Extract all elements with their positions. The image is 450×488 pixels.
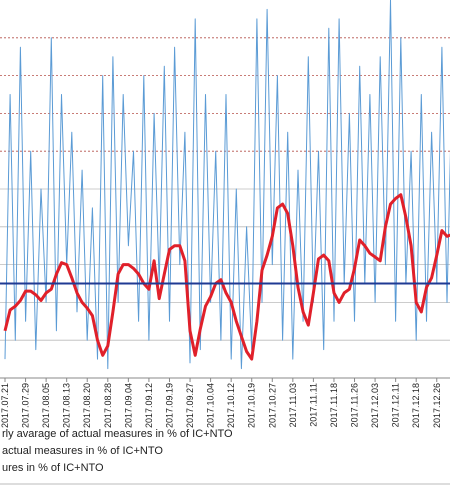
x-tick-label: 2017.07.29 xyxy=(21,383,31,428)
series-line xyxy=(4,0,450,370)
x-tick-label: 2017.07.21 xyxy=(0,383,10,428)
x-tick-label: 2017.12.03 xyxy=(370,383,380,428)
x-tick-label: 2017.08.20 xyxy=(82,383,92,428)
legend: rly avarage of actual measures in % of I… xyxy=(2,428,233,474)
plot xyxy=(0,0,450,370)
x-tick-label: 2017.12.11 xyxy=(391,383,401,427)
x-tick-label: 2017.10.19 xyxy=(247,383,257,428)
x-tick-label: 2017.11.18 xyxy=(329,383,339,427)
series-line xyxy=(3,193,450,361)
x-tick-label: 2017.10.12 xyxy=(226,383,236,428)
x-tick-label: 2017.09.12 xyxy=(144,383,154,428)
legend-label: ures in % of IC+NTO xyxy=(2,462,104,474)
x-tick-label: 2017.12.26 xyxy=(432,383,442,428)
x-tick-label: 2017.10.27 xyxy=(267,383,277,428)
legend-label: actual measures in % of IC+NTO xyxy=(2,445,163,457)
x-tick-label: 2017.08.13 xyxy=(62,383,72,428)
x-tick-label: 2017.11.03 xyxy=(288,383,298,427)
x-tick-label: 2017.09.04 xyxy=(123,383,133,428)
x-tick-label: 2017.11.26 xyxy=(350,383,360,427)
x-labels: 2017.07.21 2017.07.29 2017.08.05 2017.08.13… xyxy=(0,378,442,428)
x-tick-label: 2017.09.27 xyxy=(185,383,195,428)
x-tick-label: 2017.08.05 xyxy=(41,383,51,428)
x-tick-label: 2017.10.04 xyxy=(206,383,216,428)
x-tick-label: 2017.11.11 xyxy=(308,383,318,427)
x-tick-label: 2017.09.19 xyxy=(164,383,174,428)
legend-label: rly avarage of actual measures in % of I… xyxy=(2,428,233,440)
x-tick-label: 2017.08.28 xyxy=(103,383,113,428)
x-tick-label: 2017.12.18 xyxy=(411,383,421,428)
